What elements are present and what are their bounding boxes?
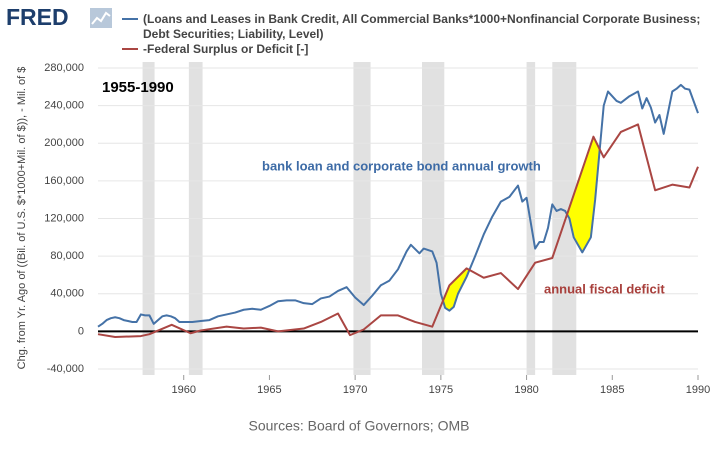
x-tick-label: 1975 <box>429 384 453 396</box>
x-tick-label: 1965 <box>257 384 281 396</box>
highlight <box>443 268 470 311</box>
series-line <box>97 83 699 328</box>
x-tick-label: 1985 <box>600 384 624 396</box>
x-tick-label: 1970 <box>343 384 367 396</box>
annotation: bank loan and corporate bond annual grow… <box>262 158 541 173</box>
y-axis-label: Chg. from Yr. Ago of ((Bil. of U.S. $*10… <box>16 67 28 370</box>
logo: FRED <box>6 4 69 30</box>
y-tick-label: 280,000 <box>44 62 84 74</box>
legend-entry: -Federal Surplus or Deficit [-] <box>143 42 309 56</box>
x-tick-label: 1960 <box>171 384 195 396</box>
x-tick-label: 1980 <box>514 384 538 396</box>
y-tick-label: 80,000 <box>50 250 84 262</box>
y-tick-label: 200,000 <box>44 137 84 149</box>
series-line <box>97 123 699 339</box>
y-tick-label: 40,000 <box>50 288 84 300</box>
y-tick-label: -40,000 <box>47 363 84 375</box>
annotation: annual fiscal deficit <box>544 281 665 296</box>
source: Sources: Board of Governors; OMB <box>249 418 470 434</box>
y-tick-label: 120,000 <box>44 212 84 224</box>
y-tick-label: 0 <box>78 325 84 337</box>
legend-entry: (Loans and Leases in Bank Credit, All Co… <box>143 12 701 41</box>
logo-icon <box>90 8 112 28</box>
y-tick-label: 160,000 <box>44 175 84 187</box>
x-tick-label: 1990 <box>686 384 710 396</box>
y-tick-label: 240,000 <box>44 100 84 112</box>
period-label: 1955-1990 <box>102 79 174 96</box>
